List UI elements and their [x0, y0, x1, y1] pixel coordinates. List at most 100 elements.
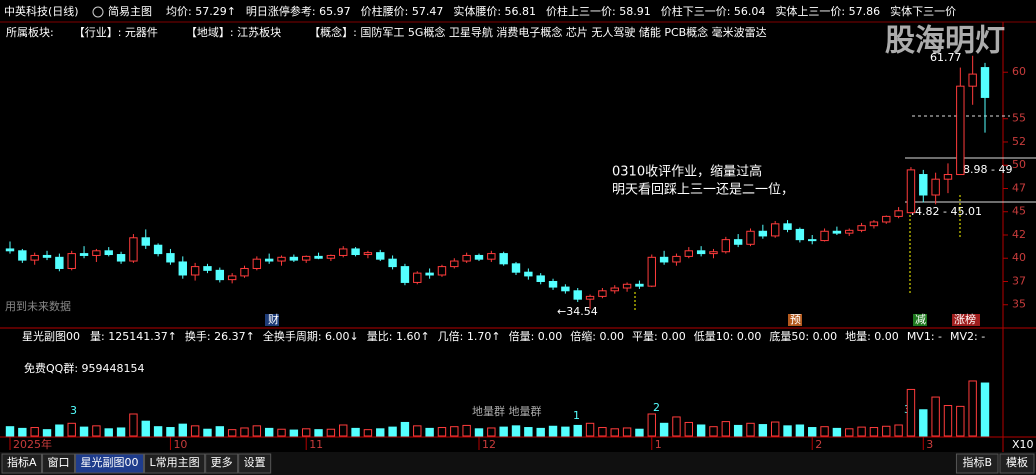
candle-body [351, 248, 360, 256]
volume-bar [129, 413, 138, 437]
volume-bar [487, 427, 496, 437]
y-tick-label: 50 [1012, 158, 1026, 171]
x-tick-label: 2 [815, 438, 822, 451]
tab[interactable] [1, 453, 43, 474]
volume-stat: 量: 125141.37↑ [90, 330, 177, 343]
tab-label[interactable]: 设置 [244, 456, 266, 469]
candle-body [635, 283, 644, 287]
candle-body [42, 254, 52, 258]
event-box [913, 314, 927, 326]
volume-bar [721, 421, 731, 437]
volume-bar [363, 429, 373, 437]
volume-bar [610, 428, 619, 437]
chart-title: 中英科技(日线) [4, 4, 79, 18]
y-tick-label: 52 [1012, 135, 1026, 148]
tab-label[interactable]: L常用主图 [150, 456, 200, 469]
candle-body [30, 254, 39, 261]
candle-body [906, 169, 916, 214]
event: 涨榜 [954, 312, 976, 326]
tab-label[interactable]: 窗口 [48, 455, 70, 469]
volume-bar [758, 424, 768, 437]
candle-body [832, 230, 842, 234]
candle-body [894, 210, 903, 217]
candle-body [733, 239, 743, 245]
candle-body [882, 215, 891, 223]
volume-bar [388, 426, 397, 437]
candle-body [400, 266, 410, 283]
volume-bar [869, 427, 879, 437]
candle-body [474, 254, 484, 260]
header-stat: 价柱下三一价: 56.04 [661, 4, 766, 18]
volume-bar [252, 425, 262, 437]
candle-body [55, 256, 64, 269]
annotation: 61.77 [930, 51, 962, 64]
volume-bar [622, 427, 632, 437]
volume-stat: 全换手周期: 6.00↓ [263, 329, 359, 343]
volume-bar [42, 429, 52, 437]
tab[interactable] [955, 453, 999, 474]
volume-bar [326, 428, 336, 437]
panel-title: 星光副图00 [22, 329, 80, 343]
volume-stat: 倍量: 0.00 [509, 329, 563, 343]
volume-bar [227, 429, 237, 437]
candle-body [215, 269, 225, 281]
header-stat: 均价: 57.29↑ [166, 5, 236, 18]
candle-body [524, 271, 533, 277]
tab-label[interactable]: 指标A [7, 455, 37, 469]
volume-bar [116, 427, 126, 437]
candle-body [968, 73, 977, 87]
tab[interactable] [42, 453, 76, 474]
candle-body [585, 295, 595, 300]
x-tick-label: 2025年 [13, 437, 52, 451]
volume-bar [943, 405, 953, 437]
volume-bar [968, 380, 977, 437]
candle-body [561, 286, 570, 292]
volume-bar [733, 424, 743, 437]
y-tick-label: 60 [1012, 65, 1026, 78]
candle-body [413, 272, 422, 283]
tab-label[interactable]: 星光副图00 [81, 455, 139, 469]
candle-body [450, 260, 459, 268]
tab[interactable] [205, 453, 239, 474]
candle-body [684, 250, 693, 257]
annotation: 44.82 - 45.01 [908, 205, 982, 218]
tab[interactable] [144, 453, 206, 474]
tab[interactable] [75, 453, 145, 474]
candle-body [931, 178, 940, 196]
volume-bar [980, 382, 990, 437]
candle-body [190, 266, 200, 276]
candle-body [845, 229, 854, 234]
header-stat: 实体上三一价: 57.86 [775, 4, 880, 18]
candle-body [92, 250, 101, 256]
y-tick-label: 42 [1012, 228, 1026, 241]
volume-bar [178, 423, 187, 437]
tab[interactable] [999, 453, 1035, 474]
candle-body [696, 250, 706, 255]
tab-label[interactable]: 更多 [211, 455, 233, 469]
candle-body [67, 253, 76, 269]
volume-bar [956, 405, 965, 437]
candle-body [709, 251, 718, 255]
volume-bar [203, 428, 212, 437]
tab[interactable] [238, 453, 272, 474]
annotation: 用到未来数据 [5, 299, 71, 313]
volume-bar [5, 426, 15, 437]
tab-label[interactable]: 指标B [962, 455, 992, 469]
volume-bar [548, 425, 558, 437]
candle-body [783, 223, 792, 230]
volume-bar [215, 426, 225, 437]
volume-bar [511, 425, 521, 437]
volume-stat: 几倍: 1.70↑ [438, 329, 501, 343]
candle-body [166, 253, 175, 263]
tab-label[interactable]: 模板 [1006, 455, 1028, 469]
volume-bar [30, 427, 39, 437]
candle-body [227, 275, 237, 281]
candle-body [388, 258, 397, 268]
y-tick-label: 47 [1012, 181, 1026, 194]
candle-body [672, 255, 681, 263]
candle-body [116, 254, 126, 262]
header-stat: 价柱腰价: 57.47 [361, 4, 444, 18]
volume-stat: 换手: 26.37↑ [185, 329, 255, 343]
candle-body [264, 258, 274, 262]
